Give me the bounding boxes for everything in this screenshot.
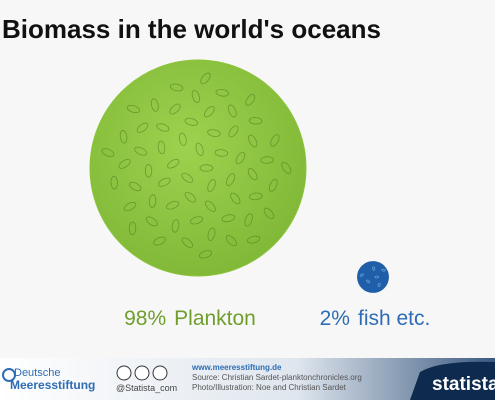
texture [129,181,142,192]
texture [230,192,241,205]
texture [377,282,381,288]
texture [281,161,292,174]
texture [118,158,131,169]
texture [158,177,171,187]
texture [226,173,236,186]
texture [374,275,379,279]
category-label: Plankton [174,307,256,330]
texture [225,235,237,247]
texture [221,214,236,223]
texture [156,123,170,132]
bubble-label: 98% Plankton [124,307,256,330]
texture [157,140,166,155]
texture [171,219,180,233]
texture [169,103,181,115]
texture [381,268,386,272]
texture [247,168,258,181]
org-name: Deutsche [14,367,60,379]
texture [199,164,214,172]
texture [245,93,256,106]
texture [136,122,149,133]
texture [167,158,180,169]
texture [228,125,239,138]
bubble [357,261,389,293]
texture [227,104,237,118]
texture [169,83,184,92]
texture [178,132,187,147]
texture [110,175,118,190]
texture [144,164,153,178]
texture [260,156,274,164]
texture [207,227,216,241]
texture [214,149,229,157]
brand: statista [432,374,495,395]
texture [249,192,263,201]
texture [366,279,371,284]
credit: Photo/Illustration: Noe and Christian Sa… [192,383,347,392]
texture [246,235,261,244]
org-logo [2,368,16,382]
texture [263,207,275,220]
texture [199,250,213,259]
texture [126,104,141,114]
texture [195,142,204,156]
texture [145,216,158,227]
texture [184,117,198,126]
bubble [89,59,307,277]
texture [148,194,157,208]
texture [153,236,167,246]
texture [207,129,221,137]
texture [359,273,364,277]
bubble-label: 2% fish etc. [320,307,431,330]
texture [128,221,137,236]
texture [189,216,204,225]
handle: @Statista_com [116,383,177,393]
source: Source: Christian Sardet-planktonchronic… [192,373,362,382]
texture [248,117,263,125]
texture [248,134,258,148]
value-label: 2% [320,307,350,330]
texture [372,266,376,271]
license-icons [116,365,168,381]
value-label: 98% [124,307,166,330]
texture [150,98,159,112]
texture [191,89,200,104]
texture [134,146,147,156]
texture [181,237,194,248]
texture [166,200,180,210]
texture [205,200,216,212]
org-name: Meeresstiftung [10,378,95,392]
texture [181,172,194,183]
brand-tab [410,361,495,400]
texture [270,134,280,147]
category-label: fish etc. [358,307,430,330]
texture [207,179,216,193]
texture [235,151,246,165]
texture [215,88,230,97]
texture [119,129,128,144]
texture [268,178,278,192]
texture [204,105,215,118]
url: www.meeresstiftung.de [191,363,282,372]
texture [123,201,137,212]
texture [184,191,196,203]
chart-title: Biomass in the world's oceans [2,14,381,44]
texture [101,148,115,157]
texture [200,72,211,85]
plot: 98% Plankton 2% fish etc. [89,59,431,330]
texture [244,213,253,227]
